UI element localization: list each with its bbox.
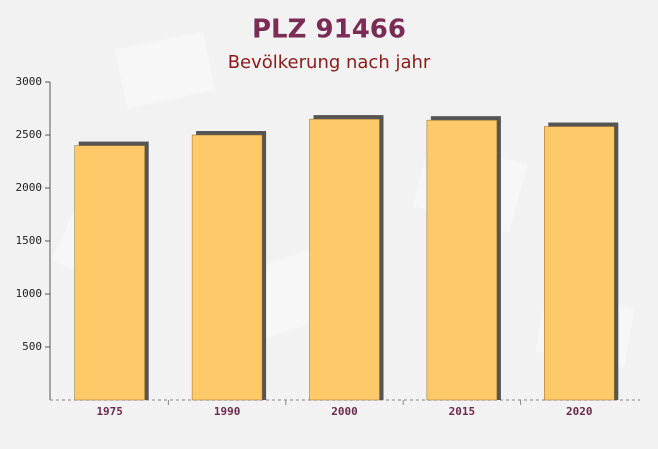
bar (309, 118, 380, 401)
bar (544, 126, 615, 401)
chart-subtitle: Bevölkerung nach jahr (228, 52, 431, 73)
y-tick-label: 2500 (16, 128, 43, 141)
y-tick-label: 2000 (16, 181, 43, 194)
bar (191, 134, 263, 401)
bar (74, 145, 145, 401)
y-tick-label: 1000 (16, 287, 43, 300)
x-tick-label: 2015 (449, 405, 476, 418)
y-tick-label: 1500 (16, 234, 43, 247)
x-tick-label: 2000 (331, 405, 358, 418)
y-tick-label: 3000 (16, 75, 43, 88)
bar (426, 119, 498, 401)
y-tick-label: 500 (22, 340, 42, 353)
x-tick-label: 1975 (96, 405, 123, 418)
x-tick-label: 1990 (214, 405, 241, 418)
x-tick-label: 2020 (566, 405, 593, 418)
chart-title: PLZ 91466 (252, 15, 406, 45)
